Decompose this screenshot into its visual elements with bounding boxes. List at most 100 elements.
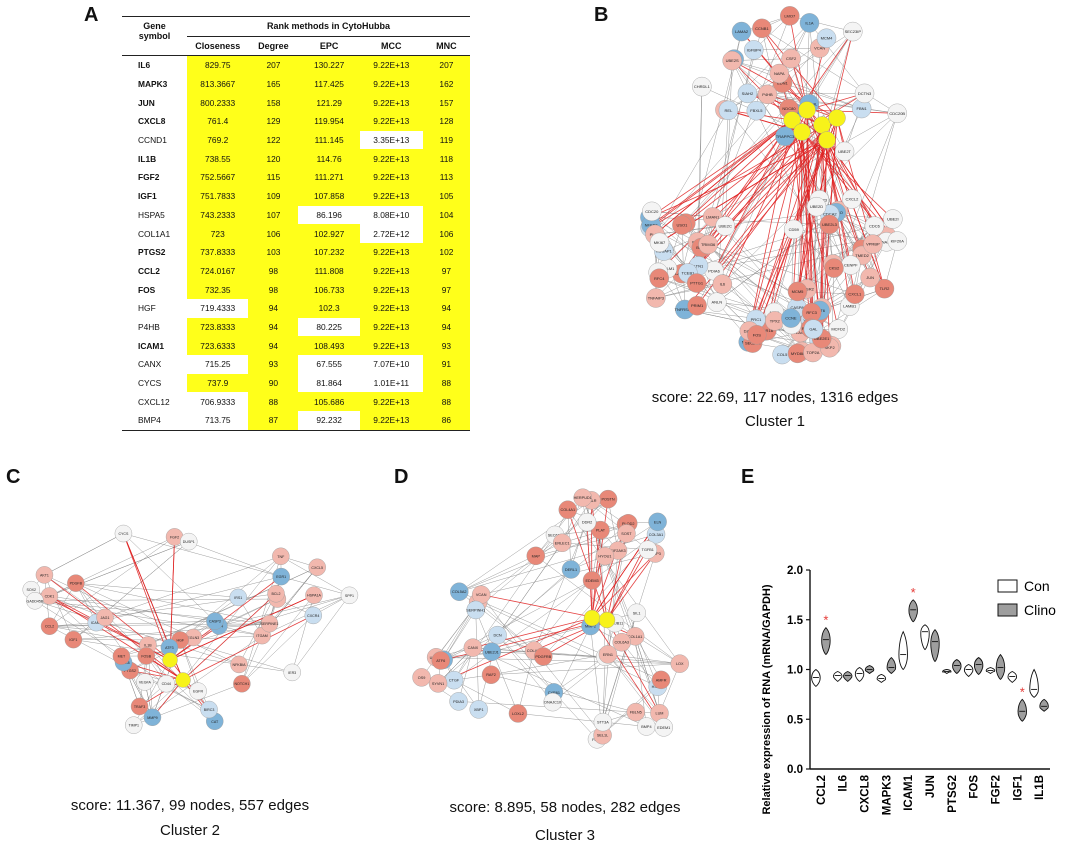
significance-star: *	[911, 585, 916, 600]
column-header-mnc: MNC	[422, 36, 470, 56]
network-node: LOX	[670, 654, 689, 673]
rank-value-cell: 9.22E+13	[359, 93, 423, 113]
network-node: UBE2D	[806, 196, 827, 217]
rank-value-cell: 111.271	[298, 168, 360, 187]
node-label: EGR1	[276, 575, 286, 579]
table-row: MAPK3 813.3667 165 117.425 9.22E+13 162	[122, 74, 470, 94]
network-node: PDGFRB	[534, 647, 553, 666]
node-label: NDC80	[782, 106, 796, 111]
network-node: SERPINH1	[466, 600, 485, 620]
rank-value-cell: 105.686	[298, 392, 360, 412]
network-node: SEC23IP	[843, 21, 863, 42]
rank-value-cell: 9.22E+13	[359, 112, 423, 131]
node-label: NUSAP1	[656, 249, 673, 254]
node-circle	[799, 13, 820, 33]
rank-value-cell: 107.858	[298, 186, 360, 206]
rank-value-cell: 106	[422, 224, 470, 243]
rank-value-cell: 104	[422, 205, 470, 225]
network-edge	[49, 625, 194, 638]
network-edge	[789, 15, 853, 32]
hub-edge	[567, 509, 608, 621]
rank-value-cell: 9.22E+13	[359, 411, 423, 431]
network-node: ERLEC1	[553, 533, 572, 552]
node-label: BIRC3	[204, 708, 215, 712]
node-label: SOST	[621, 532, 632, 536]
x-tick-label: CCL2	[816, 775, 828, 805]
network-node: CXCL1	[845, 284, 865, 304]
network-node: FBXL5	[746, 101, 767, 121]
node-label: CD59	[789, 227, 800, 232]
node-circle	[573, 488, 592, 507]
panel-label-e: E	[741, 466, 755, 488]
node-label: GAL	[809, 327, 818, 332]
node-label: CASP8	[790, 305, 804, 310]
rank-value-cell: 723.6333	[187, 336, 249, 355]
node-circle	[646, 288, 666, 308]
node-label: TNFAIP3	[648, 295, 665, 300]
rank-value-cell: 107.232	[298, 242, 360, 262]
node-label: CSF2	[786, 56, 797, 61]
rank-value-cell: 769.2	[187, 130, 249, 150]
network-node: MCM4	[816, 28, 837, 48]
node-label: CCNB1	[755, 26, 769, 31]
network-node: CXCL5	[308, 558, 326, 576]
network-node: DUSP1	[180, 532, 198, 551]
network-edge	[491, 663, 680, 675]
network-node: SPP1	[340, 586, 359, 605]
y-tick-label: 1.5	[787, 615, 804, 627]
rank-table: Gene symbol Rank methods in CytoHubba Cl…	[122, 16, 470, 431]
network-edge	[443, 609, 476, 660]
network-node: NAPA	[769, 63, 789, 84]
node-circle	[595, 546, 615, 566]
network-node: AMFR	[651, 670, 671, 690]
node-circle	[180, 532, 198, 551]
table-row: CXCL8 761.4 129 119.954 9.22E+13 128	[122, 112, 470, 131]
hub-edge	[649, 139, 828, 218]
gene-symbol-cell: CYCS	[138, 378, 162, 389]
node-label: CANX	[468, 646, 479, 650]
node-circle	[737, 83, 758, 104]
node-circle	[304, 606, 322, 625]
table-row: P4HB 723.8333 94 80.225 9.22E+13 94	[122, 317, 470, 337]
node-label: COL1A1	[628, 635, 643, 639]
network-node: IER3	[283, 663, 301, 682]
network-node: MET	[112, 647, 131, 665]
node-label: CXCL1	[848, 292, 862, 297]
rank-value-cell: 800.2333	[187, 93, 249, 113]
node-circle	[466, 600, 485, 620]
node-label: RFC3	[806, 310, 817, 315]
rank-value-cell: 106.733	[298, 280, 360, 299]
violin-clino-jun	[930, 629, 940, 663]
network-node: UBE2I	[883, 209, 903, 229]
hub-edge	[169, 594, 315, 661]
node-label: DUSP1	[183, 540, 195, 544]
gene-symbol-header: Gene symbol	[122, 16, 188, 56]
cluster1-name: Cluster 1	[744, 413, 806, 430]
node-label: PLAT	[596, 529, 606, 533]
network-edge	[707, 244, 775, 313]
node-circle	[431, 651, 450, 670]
node-label: DNAJC3	[879, 239, 895, 244]
network-edge	[459, 542, 563, 592]
rank-value-cell: 86	[422, 411, 470, 431]
network-edge	[152, 556, 281, 718]
network-node: XBP1	[469, 700, 488, 719]
network-edge	[475, 609, 519, 714]
hub-edge	[606, 553, 656, 621]
panel-label-b: B	[594, 4, 609, 26]
node-label: TPX2	[770, 318, 781, 323]
node-circle	[828, 319, 848, 339]
gene-symbol-cell: CXCL8	[138, 116, 166, 127]
gene-symbol-cell: CCL2	[138, 265, 160, 276]
rank-value-cell: 98	[248, 261, 299, 281]
rank-value-cell: 3.35E+13	[373, 135, 410, 146]
network-node: TRAF3	[130, 697, 149, 716]
network-node: SOST	[617, 524, 636, 543]
hub-edge	[654, 119, 793, 235]
network-node: BMP4	[637, 717, 656, 736]
node-circle	[781, 48, 801, 69]
node-circle	[143, 708, 162, 726]
hub-edge	[684, 139, 828, 310]
network-edge	[533, 522, 588, 651]
node-label: EDEM3	[586, 579, 599, 583]
